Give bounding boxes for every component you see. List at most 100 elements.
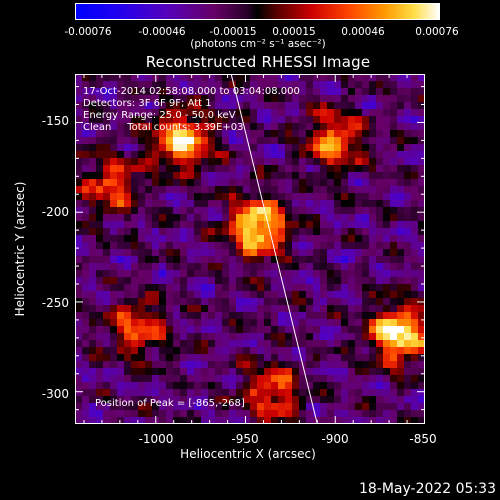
heatmap-cell bbox=[271, 214, 279, 222]
heatmap-cell bbox=[131, 109, 139, 117]
heatmap-cell bbox=[82, 88, 90, 96]
heatmap-cell bbox=[82, 291, 90, 299]
heatmap-cell bbox=[376, 256, 384, 264]
heatmap-cell bbox=[320, 333, 328, 341]
heatmap-cell bbox=[320, 249, 328, 257]
heatmap-cell bbox=[264, 137, 272, 145]
heatmap-cell bbox=[278, 102, 286, 110]
heatmap-cell bbox=[327, 361, 335, 369]
heatmap-cell bbox=[341, 396, 349, 404]
heatmap-cell bbox=[131, 319, 139, 327]
heatmap-cell bbox=[397, 130, 405, 138]
heatmap-cell bbox=[173, 277, 181, 285]
heatmap-cell bbox=[138, 298, 146, 306]
heatmap-cell bbox=[355, 172, 363, 180]
heatmap-cell bbox=[131, 368, 139, 376]
heatmap-cell bbox=[355, 354, 363, 362]
heatmap-cell bbox=[390, 382, 398, 390]
heatmap-cell bbox=[110, 340, 118, 348]
heatmap-cell bbox=[82, 410, 90, 418]
heatmap-cell bbox=[215, 249, 223, 257]
heatmap-cell bbox=[82, 151, 90, 159]
heatmap-cell bbox=[180, 109, 188, 117]
heatmap-cell bbox=[278, 403, 286, 411]
heatmap-cell bbox=[152, 144, 160, 152]
heatmap-cell bbox=[145, 165, 153, 173]
heatmap-cell bbox=[152, 109, 160, 117]
heatmap-cell bbox=[271, 144, 279, 152]
heatmap-cell bbox=[271, 256, 279, 264]
heatmap-cell bbox=[117, 375, 125, 383]
heatmap-cell bbox=[222, 200, 230, 208]
heatmap-cell bbox=[229, 270, 237, 278]
heatmap-cell bbox=[96, 403, 104, 411]
heatmap-cell bbox=[362, 102, 370, 110]
heatmap-cell bbox=[397, 263, 405, 271]
heatmap-cell bbox=[89, 179, 97, 187]
heatmap-cell bbox=[341, 354, 349, 362]
heatmap-cell bbox=[397, 102, 405, 110]
heatmap-cell bbox=[271, 123, 279, 131]
heatmap-cell bbox=[264, 354, 272, 362]
heatmap-cell bbox=[75, 74, 83, 82]
heatmap-cell bbox=[222, 249, 230, 257]
heatmap-cell bbox=[285, 137, 293, 145]
heatmap-cell bbox=[124, 410, 132, 418]
heatmap-cell bbox=[285, 410, 293, 418]
heatmap-cell bbox=[404, 382, 412, 390]
heatmap-cell bbox=[397, 165, 405, 173]
heatmap-cell bbox=[383, 235, 391, 243]
heatmap-cell bbox=[355, 291, 363, 299]
heatmap-cell bbox=[264, 333, 272, 341]
heatmap-cell bbox=[418, 102, 425, 110]
heatmap-cell bbox=[159, 354, 167, 362]
heatmap-cell bbox=[327, 375, 335, 383]
heatmap-cell bbox=[110, 291, 118, 299]
heatmap-cell bbox=[96, 291, 104, 299]
heatmap-cell bbox=[201, 340, 209, 348]
heatmap-cell bbox=[404, 403, 412, 411]
heatmap-cell bbox=[180, 74, 188, 82]
heatmap-cell bbox=[138, 186, 146, 194]
heatmap-cell bbox=[264, 382, 272, 390]
heatmap-cell bbox=[187, 403, 195, 411]
heatmap-cell bbox=[341, 151, 349, 159]
heatmap-cell bbox=[243, 256, 251, 264]
heatmap-cell bbox=[264, 270, 272, 278]
heatmap-cell bbox=[159, 382, 167, 390]
heatmap-cell bbox=[187, 242, 195, 250]
heatmap-cell bbox=[201, 137, 209, 145]
heatmap-cell bbox=[250, 312, 258, 320]
heatmap-cell bbox=[124, 361, 132, 369]
heatmap-cell bbox=[418, 375, 425, 383]
heatmap-cell bbox=[173, 123, 181, 131]
heatmap-cell bbox=[236, 382, 244, 390]
heatmap-cell bbox=[243, 354, 251, 362]
heatmap-cell bbox=[103, 214, 111, 222]
heatmap-cell bbox=[285, 158, 293, 166]
heatmap-cell bbox=[306, 340, 314, 348]
heatmap-cell bbox=[327, 291, 335, 299]
heatmap-cell bbox=[166, 235, 174, 243]
heatmap-cell bbox=[187, 193, 195, 201]
heatmap-cell bbox=[159, 102, 167, 110]
heatmap-cell bbox=[411, 333, 419, 341]
heatmap-cell bbox=[236, 137, 244, 145]
heatmap-cell bbox=[75, 144, 83, 152]
heatmap-cell bbox=[166, 389, 174, 397]
heatmap-cell bbox=[75, 81, 83, 89]
heatmap-cell bbox=[110, 207, 118, 215]
heatmap-cell bbox=[187, 263, 195, 271]
heatmap-cell bbox=[89, 277, 97, 285]
heatmap-cell bbox=[327, 340, 335, 348]
heatmap-cell bbox=[187, 214, 195, 222]
heatmap-cell bbox=[383, 382, 391, 390]
heatmap-cell bbox=[166, 270, 174, 278]
heatmap-cell bbox=[180, 221, 188, 229]
heatmap-cell bbox=[124, 396, 132, 404]
heatmap-cell bbox=[334, 249, 342, 257]
heatmap-cell bbox=[208, 207, 216, 215]
heatmap-cell bbox=[383, 312, 391, 320]
heatmap-cell bbox=[390, 137, 398, 145]
heatmap-cell bbox=[159, 361, 167, 369]
